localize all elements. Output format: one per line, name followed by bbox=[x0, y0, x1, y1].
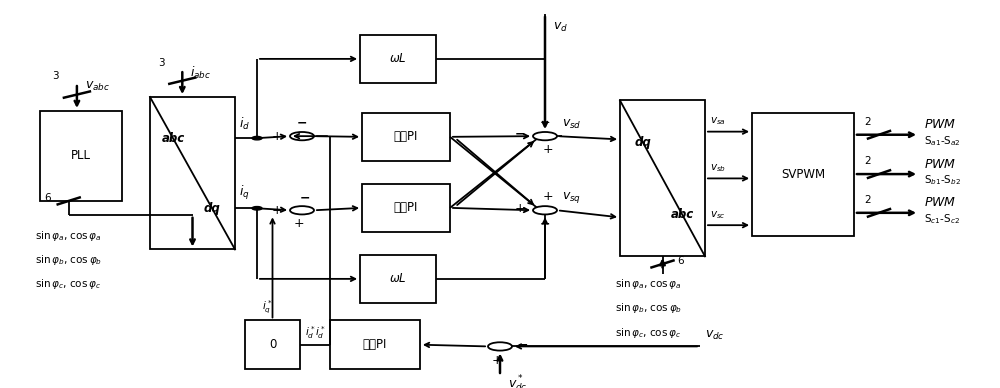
Bar bbox=[245, 320, 300, 369]
Bar bbox=[360, 255, 436, 303]
Text: dq: dq bbox=[204, 202, 220, 215]
Text: $i_d$: $i_d$ bbox=[239, 116, 250, 132]
Text: $v_{dc}$: $v_{dc}$ bbox=[705, 329, 725, 342]
Text: PLL: PLL bbox=[71, 149, 91, 163]
Text: $i_{abc}$: $i_{abc}$ bbox=[190, 65, 211, 81]
Text: 3: 3 bbox=[158, 57, 164, 68]
Text: $i_d^*$: $i_d^*$ bbox=[305, 324, 315, 341]
Text: $i_d^*$: $i_d^*$ bbox=[315, 324, 325, 341]
Text: $v_{sd}$: $v_{sd}$ bbox=[562, 118, 582, 131]
Text: $\sin\varphi_{c}$, $\cos\varphi_{c}$: $\sin\varphi_{c}$, $\cos\varphi_{c}$ bbox=[35, 277, 101, 291]
Text: $PWM$: $PWM$ bbox=[924, 196, 956, 210]
Bar bbox=[362, 113, 450, 161]
Text: 2: 2 bbox=[865, 117, 871, 127]
Text: 0: 0 bbox=[269, 338, 276, 351]
Text: abc: abc bbox=[161, 132, 185, 145]
Circle shape bbox=[290, 206, 314, 215]
Text: −: − bbox=[300, 192, 310, 205]
Text: SVPWM: SVPWM bbox=[781, 168, 825, 180]
Text: 内环PI: 内环PI bbox=[394, 130, 418, 143]
Text: dq: dq bbox=[635, 136, 651, 149]
Text: +: + bbox=[294, 217, 304, 230]
Text: +: + bbox=[492, 354, 502, 367]
Text: abc: abc bbox=[670, 208, 694, 221]
Circle shape bbox=[533, 206, 557, 215]
Text: $v_{sq}$: $v_{sq}$ bbox=[562, 190, 581, 205]
Circle shape bbox=[488, 342, 512, 351]
Bar bbox=[620, 100, 705, 256]
Text: −: − bbox=[540, 217, 550, 230]
Text: 6: 6 bbox=[44, 193, 51, 203]
Text: $\sin\varphi_{c}$, $\cos\varphi_{c}$: $\sin\varphi_{c}$, $\cos\varphi_{c}$ bbox=[615, 326, 681, 340]
Bar bbox=[40, 111, 122, 201]
Circle shape bbox=[252, 206, 262, 210]
Text: $i_q$: $i_q$ bbox=[239, 184, 250, 202]
Bar bbox=[330, 320, 420, 369]
Text: $\sin\varphi_{b}$, $\cos\varphi_{b}$: $\sin\varphi_{b}$, $\cos\varphi_{b}$ bbox=[35, 253, 102, 267]
Text: 内环PI: 内环PI bbox=[394, 201, 418, 214]
Bar bbox=[360, 35, 436, 83]
Text: $\sin\varphi_{a}$, $\cos\varphi_{a}$: $\sin\varphi_{a}$, $\cos\varphi_{a}$ bbox=[615, 277, 682, 291]
Text: −: − bbox=[518, 338, 528, 351]
Text: S$_{c1}$-S$_{c2}$: S$_{c1}$-S$_{c2}$ bbox=[924, 212, 960, 226]
Text: $v_{sa}$: $v_{sa}$ bbox=[710, 116, 726, 128]
Text: $v_d$: $v_d$ bbox=[553, 21, 568, 34]
Circle shape bbox=[533, 132, 557, 140]
Text: 2: 2 bbox=[865, 156, 871, 166]
Text: 外环PI: 外环PI bbox=[363, 338, 387, 351]
Text: $v_{dc}^*$: $v_{dc}^*$ bbox=[508, 374, 528, 388]
Bar bbox=[362, 184, 450, 232]
Text: +: + bbox=[543, 143, 553, 156]
Text: $i_q^*$: $i_q^*$ bbox=[262, 299, 273, 316]
Text: $\omega L$: $\omega L$ bbox=[389, 272, 407, 286]
Text: +: + bbox=[540, 116, 550, 129]
Text: $\sin\varphi_{b}$, $\cos\varphi_{b}$: $\sin\varphi_{b}$, $\cos\varphi_{b}$ bbox=[615, 301, 682, 315]
Text: $v_{sb}$: $v_{sb}$ bbox=[710, 163, 726, 174]
Text: S$_{b1}$-S$_{b2}$: S$_{b1}$-S$_{b2}$ bbox=[924, 173, 961, 187]
Text: +: + bbox=[514, 202, 525, 215]
Bar bbox=[752, 113, 854, 236]
Text: +: + bbox=[543, 191, 553, 203]
Text: S$_{a1}$-S$_{a2}$: S$_{a1}$-S$_{a2}$ bbox=[924, 134, 961, 148]
Text: $v_{abc}$: $v_{abc}$ bbox=[85, 80, 110, 93]
Text: 3: 3 bbox=[52, 71, 59, 81]
Text: 6: 6 bbox=[678, 256, 684, 266]
Text: +: + bbox=[271, 130, 282, 143]
Text: −: − bbox=[514, 128, 525, 141]
Text: −: − bbox=[297, 116, 307, 129]
Circle shape bbox=[290, 132, 314, 140]
Text: $PWM$: $PWM$ bbox=[924, 118, 956, 131]
Text: $v_{sc}$: $v_{sc}$ bbox=[710, 209, 726, 221]
Text: $\omega L$: $\omega L$ bbox=[389, 52, 407, 66]
Text: 2: 2 bbox=[865, 195, 871, 205]
Circle shape bbox=[252, 137, 262, 140]
Text: +: + bbox=[271, 204, 282, 217]
Bar bbox=[150, 97, 235, 249]
Text: $\sin\varphi_{a}$, $\cos\varphi_{a}$: $\sin\varphi_{a}$, $\cos\varphi_{a}$ bbox=[35, 229, 102, 242]
Text: $PWM$: $PWM$ bbox=[924, 158, 956, 171]
